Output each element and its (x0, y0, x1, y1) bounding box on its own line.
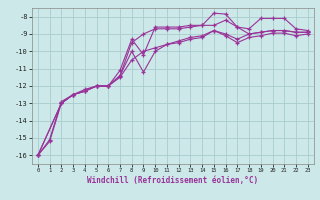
X-axis label: Windchill (Refroidissement éolien,°C): Windchill (Refroidissement éolien,°C) (87, 176, 258, 185)
